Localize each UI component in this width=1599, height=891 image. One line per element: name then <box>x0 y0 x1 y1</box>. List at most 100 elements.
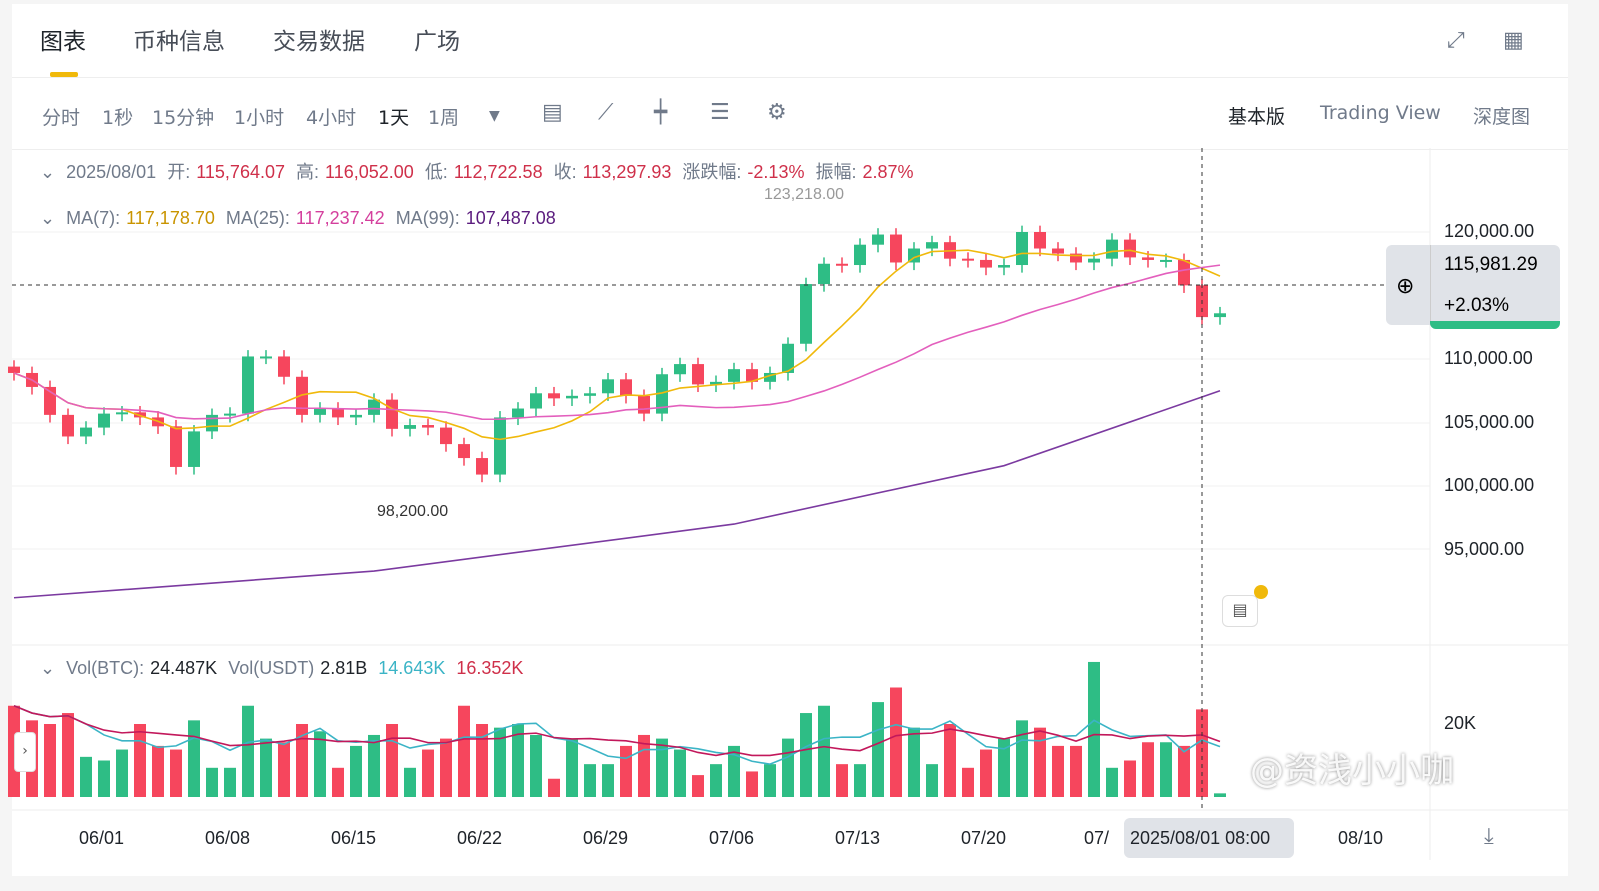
layout-grid-icon[interactable]: ▦ <box>1503 28 1524 53</box>
candle-body <box>1142 257 1154 260</box>
low-label: 低: <box>424 162 448 182</box>
date-tick: 07/06 <box>709 828 755 848</box>
date-tick: 07/13 <box>835 828 881 848</box>
volume-bar <box>260 738 272 797</box>
volume-bar <box>710 764 722 797</box>
display-settings-icon[interactable]: ☰ <box>710 100 730 125</box>
amplitude-value: 2.87% <box>862 162 914 182</box>
candle-body <box>440 427 452 445</box>
timeframe-line[interactable]: 分时 <box>42 107 81 129</box>
vol-ma10-line <box>13 705 1221 757</box>
low-annotation: 98,200.00 <box>377 503 449 520</box>
volume-bar <box>548 778 560 797</box>
candle-body <box>242 356 254 414</box>
price-tick: 95,000.00 <box>1444 539 1525 559</box>
candle-body <box>494 417 506 475</box>
scroll-to-latest-icon[interactable]: ⤓ <box>1484 824 1494 849</box>
view-tradingview[interactable]: Trading View <box>1320 102 1441 124</box>
candle-body <box>458 444 470 459</box>
volume-bar <box>584 764 596 797</box>
candle-body <box>1070 253 1082 263</box>
ma7-value: 117,178.70 <box>126 208 215 228</box>
date-tick: 07/20 <box>961 828 1007 848</box>
volume-bar <box>1070 745 1082 797</box>
timeframe-1d[interactable]: 1天 <box>378 107 410 129</box>
candle-body <box>584 393 596 396</box>
candle-body <box>602 379 614 394</box>
ma7-label: MA(7): <box>66 208 121 228</box>
volume-bar <box>170 749 182 797</box>
volume-bar <box>692 775 704 797</box>
tab-trading-data[interactable]: 交易数据 <box>273 29 365 55</box>
candle-body <box>1160 259 1172 262</box>
indicator-icon[interactable]: ⟋ <box>598 100 614 125</box>
low-value: 112,722.58 <box>453 162 543 182</box>
open-label: 开: <box>167 162 191 182</box>
volume-bar <box>980 749 992 797</box>
candle-body <box>962 258 974 261</box>
candle-body <box>638 395 650 414</box>
volume-bar <box>206 767 218 797</box>
volume-bar <box>854 764 866 797</box>
timeframe-1s[interactable]: 1秒 <box>102 107 134 129</box>
timeframe-1w[interactable]: 1周 <box>428 107 460 129</box>
candle-body <box>692 364 704 385</box>
candle-body <box>782 343 794 373</box>
candle-body <box>422 425 434 428</box>
expand-side-arrow-icon[interactable]: › <box>14 732 36 772</box>
timeframe-15m[interactable]: 15分钟 <box>152 107 215 129</box>
volume-bar <box>530 734 542 797</box>
volume-bar <box>674 749 686 797</box>
gear-icon[interactable]: ⚙ <box>767 100 787 125</box>
timeframe-4h[interactable]: 4小时 <box>306 107 357 129</box>
volume-bar <box>422 749 434 797</box>
current-price-tag: ⊕ 115,981.29 +2.03% <box>1386 245 1560 329</box>
view-basic[interactable]: 基本版 <box>1228 106 1286 128</box>
volume-bar <box>782 738 794 797</box>
notes-icon[interactable]: ▤ <box>1222 595 1258 627</box>
candle-body <box>296 376 308 415</box>
candle-body <box>620 379 632 396</box>
candle-type-icon[interactable]: ┿ <box>654 100 668 125</box>
view-depth[interactable]: 深度图 <box>1473 106 1531 128</box>
high-value: 116,052.00 <box>325 162 414 182</box>
volume-bar <box>350 745 362 797</box>
calendar-icon[interactable]: ▤ <box>542 100 563 125</box>
tab-square[interactable]: 广场 <box>414 29 460 55</box>
collapse-chevron-icon[interactable]: ⌄ <box>40 658 56 678</box>
open-value: 115,764.07 <box>196 162 285 182</box>
candle-body <box>1178 259 1190 286</box>
volume-bar <box>1124 760 1136 797</box>
amplitude-label: 振幅: <box>815 162 857 182</box>
collapse-chevron-icon[interactable]: ⌄ <box>40 208 56 228</box>
high-label: 高: <box>296 162 320 182</box>
timeframe-1h[interactable]: 1小时 <box>234 107 285 129</box>
ma99-line <box>13 389 1221 599</box>
volume-tick: 20K <box>1444 713 1477 733</box>
volume-bar <box>476 724 488 797</box>
volume-bar <box>602 764 614 797</box>
volume-bar <box>800 713 812 797</box>
expand-icon[interactable]: ⤢ <box>1447 28 1465 53</box>
more-timeframes-caret-icon[interactable]: ▼ <box>489 108 500 124</box>
candle-body <box>98 413 110 428</box>
change-label: 涨跌幅: <box>682 162 742 182</box>
volume-bar <box>134 724 146 797</box>
tab-coin-info[interactable]: 币种信息 <box>133 29 225 55</box>
candle-body <box>1124 239 1136 258</box>
volume-bar <box>404 767 416 797</box>
volume-bar <box>368 734 380 797</box>
volume-bar <box>44 724 56 797</box>
candle-body <box>656 374 668 414</box>
volume-bar <box>152 745 164 797</box>
candle-body <box>350 414 362 418</box>
candle-body <box>872 234 884 245</box>
current-change: +2.03% <box>1444 295 1509 316</box>
tab-chart[interactable]: 图表 <box>40 29 86 55</box>
ma7-line <box>13 249 1221 441</box>
date-tick: 06/22 <box>457 828 503 848</box>
add-alert-plus-icon[interactable]: ⊕ <box>1396 273 1415 298</box>
volume-bar <box>242 705 254 797</box>
collapse-chevron-icon[interactable]: ⌄ <box>40 162 56 182</box>
